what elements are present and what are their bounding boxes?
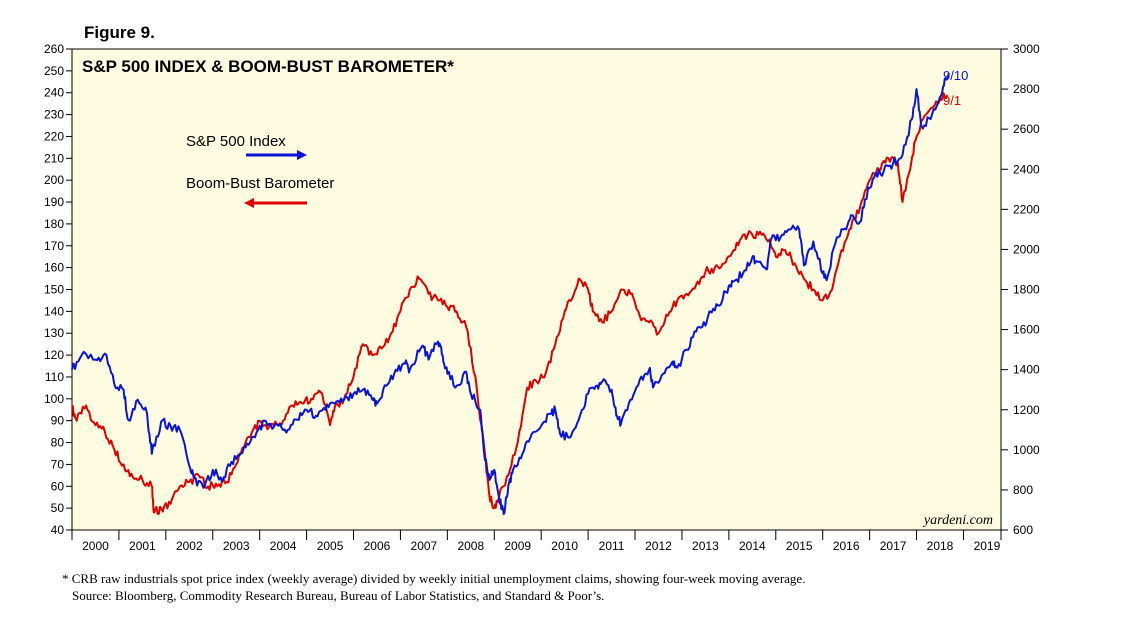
legend-label-boom-bust: Boom-Bust Barometer xyxy=(186,175,334,192)
y-right-tick-label: 3000 xyxy=(1013,42,1040,56)
x-tick-label: 2005 xyxy=(317,539,344,553)
y-right-tick-label: 1000 xyxy=(1013,443,1040,457)
x-tick-label: 2019 xyxy=(974,539,1001,553)
x-tick-label: 2000 xyxy=(82,539,109,553)
y-right-tick-label: 800 xyxy=(1013,483,1033,497)
y-left-tick-label: 70 xyxy=(51,457,65,471)
x-tick-label: 2003 xyxy=(223,539,250,553)
x-tick-label: 2017 xyxy=(880,539,907,553)
y-left-tick-label: 210 xyxy=(44,151,64,165)
y-left-tick-label: 230 xyxy=(44,108,64,122)
x-tick-label: 2006 xyxy=(364,539,391,553)
y-left-tick-label: 240 xyxy=(44,86,64,100)
series-line-boom-bust xyxy=(71,92,948,515)
y-right-tick-label: 2800 xyxy=(1013,82,1040,96)
legend-arrowhead-sp500 xyxy=(297,150,307,160)
x-tick-label: 2013 xyxy=(692,539,719,553)
x-tick-label: 2001 xyxy=(129,539,156,553)
x-tick-label: 2016 xyxy=(833,539,860,553)
y-left-tick-label: 220 xyxy=(44,129,64,143)
y-left-tick-label: 200 xyxy=(44,173,64,187)
legend-arrowhead-boom-bust xyxy=(244,198,254,208)
x-tick-label: 2009 xyxy=(504,539,531,553)
y-left-tick-label: 190 xyxy=(44,195,64,209)
y-axis-right: 600 800 1000 1200 1400 1600 1800 2000 2200 2400 26… xyxy=(1001,42,1040,537)
x-tick-label: 2018 xyxy=(927,539,954,553)
x-axis: 2000 2001 2002 2003 2004 2005 2006 2007 2008 2009… xyxy=(71,530,1002,553)
figure-label: Figure 9. xyxy=(84,23,155,42)
y-left-tick-label: 90 xyxy=(51,414,65,428)
end-label-boom-bust: 9/1 xyxy=(943,93,961,108)
x-tick-label: 2008 xyxy=(457,539,484,553)
y-right-tick-label: 1200 xyxy=(1013,403,1040,417)
y-right-tick-label: 2200 xyxy=(1013,202,1040,216)
y-axis-left: 40 50 60 70 80 90 100 110 120 130 140 150 160 170 180 1… xyxy=(44,42,72,537)
y-left-tick-label: 150 xyxy=(44,283,64,297)
y-right-tick-label: 600 xyxy=(1013,523,1033,537)
y-left-tick-label: 260 xyxy=(44,42,64,56)
legend-label-sp500: S&P 500 Index xyxy=(186,133,286,150)
series-layer xyxy=(71,72,950,515)
x-tick-label: 2004 xyxy=(270,539,297,553)
x-tick-label: 2014 xyxy=(739,539,766,553)
x-tick-label: 2011 xyxy=(599,539,625,553)
y-right-tick-label: 1600 xyxy=(1013,323,1040,337)
y-left-tick-label: 50 xyxy=(51,501,65,515)
y-right-tick-label: 1800 xyxy=(1013,283,1040,297)
watermark: yardeni.com xyxy=(922,513,993,528)
y-right-tick-label: 2600 xyxy=(1013,122,1040,136)
y-left-tick-label: 40 xyxy=(51,523,65,537)
x-tick-label: 2007 xyxy=(411,539,438,553)
x-tick-label: 2015 xyxy=(786,539,813,553)
y-left-tick-label: 180 xyxy=(44,217,64,231)
end-label-sp500: 9/10 xyxy=(943,68,968,83)
y-left-tick-label: 100 xyxy=(44,392,64,406)
y-left-tick-label: 140 xyxy=(44,304,64,318)
y-left-tick-label: 110 xyxy=(45,370,64,384)
chart-title: S&P 500 INDEX & BOOM-BUST BAROMETER* xyxy=(82,57,454,76)
series-line-sp500 xyxy=(71,72,950,515)
y-right-tick-label: 1400 xyxy=(1013,363,1040,377)
y-left-tick-label: 160 xyxy=(44,261,64,275)
y-right-tick-label: 2400 xyxy=(1013,162,1040,176)
y-right-tick-label: 2000 xyxy=(1013,242,1040,256)
y-left-tick-label: 170 xyxy=(44,239,64,253)
plot-area xyxy=(71,48,1002,531)
y-left-tick-label: 60 xyxy=(51,479,65,493)
y-left-tick-label: 120 xyxy=(44,348,64,362)
footnote-line-1: * CRB raw industrials spot price index (… xyxy=(62,571,805,586)
footnote-line-2: Source: Bloomberg, Commodity Research Bu… xyxy=(72,588,604,603)
x-tick-label: 2010 xyxy=(551,539,578,553)
x-tick-label: 2002 xyxy=(176,539,203,553)
y-left-tick-label: 250 xyxy=(44,64,64,78)
y-left-tick-label: 130 xyxy=(44,326,64,340)
x-tick-label: 2012 xyxy=(645,539,672,553)
y-left-tick-label: 80 xyxy=(51,436,65,450)
